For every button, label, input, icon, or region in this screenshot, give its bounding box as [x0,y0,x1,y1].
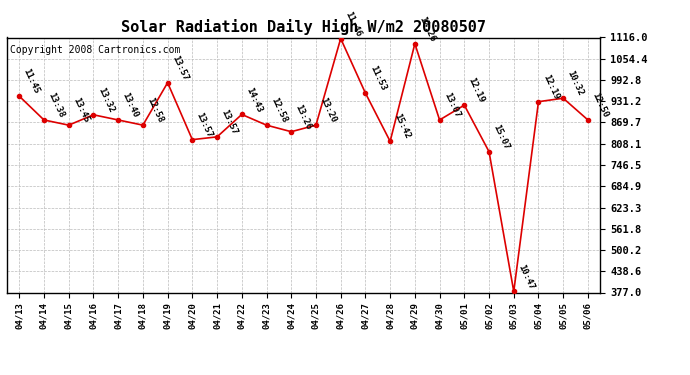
Text: 12:19: 12:19 [466,76,486,105]
Text: 15:07: 15:07 [491,123,511,151]
Text: 13:26: 13:26 [294,103,313,131]
Text: 13:32: 13:32 [96,86,115,114]
Text: 11:45: 11:45 [22,67,41,96]
Text: 12:26: 12:26 [417,15,437,43]
Text: 12:19: 12:19 [541,73,560,101]
Text: 12:58: 12:58 [269,96,288,124]
Title: Solar Radiation Daily High W/m2 20080507: Solar Radiation Daily High W/m2 20080507 [121,19,486,35]
Text: 13:45: 13:45 [71,96,90,124]
Text: 10:32: 10:32 [566,69,585,98]
Text: 13:57: 13:57 [219,108,239,136]
Text: Copyright 2008 Cartronics.com: Copyright 2008 Cartronics.com [10,45,180,55]
Text: 13:57: 13:57 [170,54,190,82]
Text: 13:07: 13:07 [442,91,462,119]
Text: 11:46: 11:46 [343,10,363,38]
Text: 13:40: 13:40 [121,91,140,119]
Text: 13:20: 13:20 [318,96,338,124]
Text: 13:38: 13:38 [46,91,66,119]
Text: 14:43: 14:43 [244,86,264,114]
Text: 12:58: 12:58 [146,96,165,124]
Text: 10:47: 10:47 [516,262,535,291]
Text: 15:42: 15:42 [393,112,412,141]
Text: 12:50: 12:50 [591,91,610,119]
Text: 11:53: 11:53 [368,64,387,92]
Text: 13:57: 13:57 [195,111,215,139]
